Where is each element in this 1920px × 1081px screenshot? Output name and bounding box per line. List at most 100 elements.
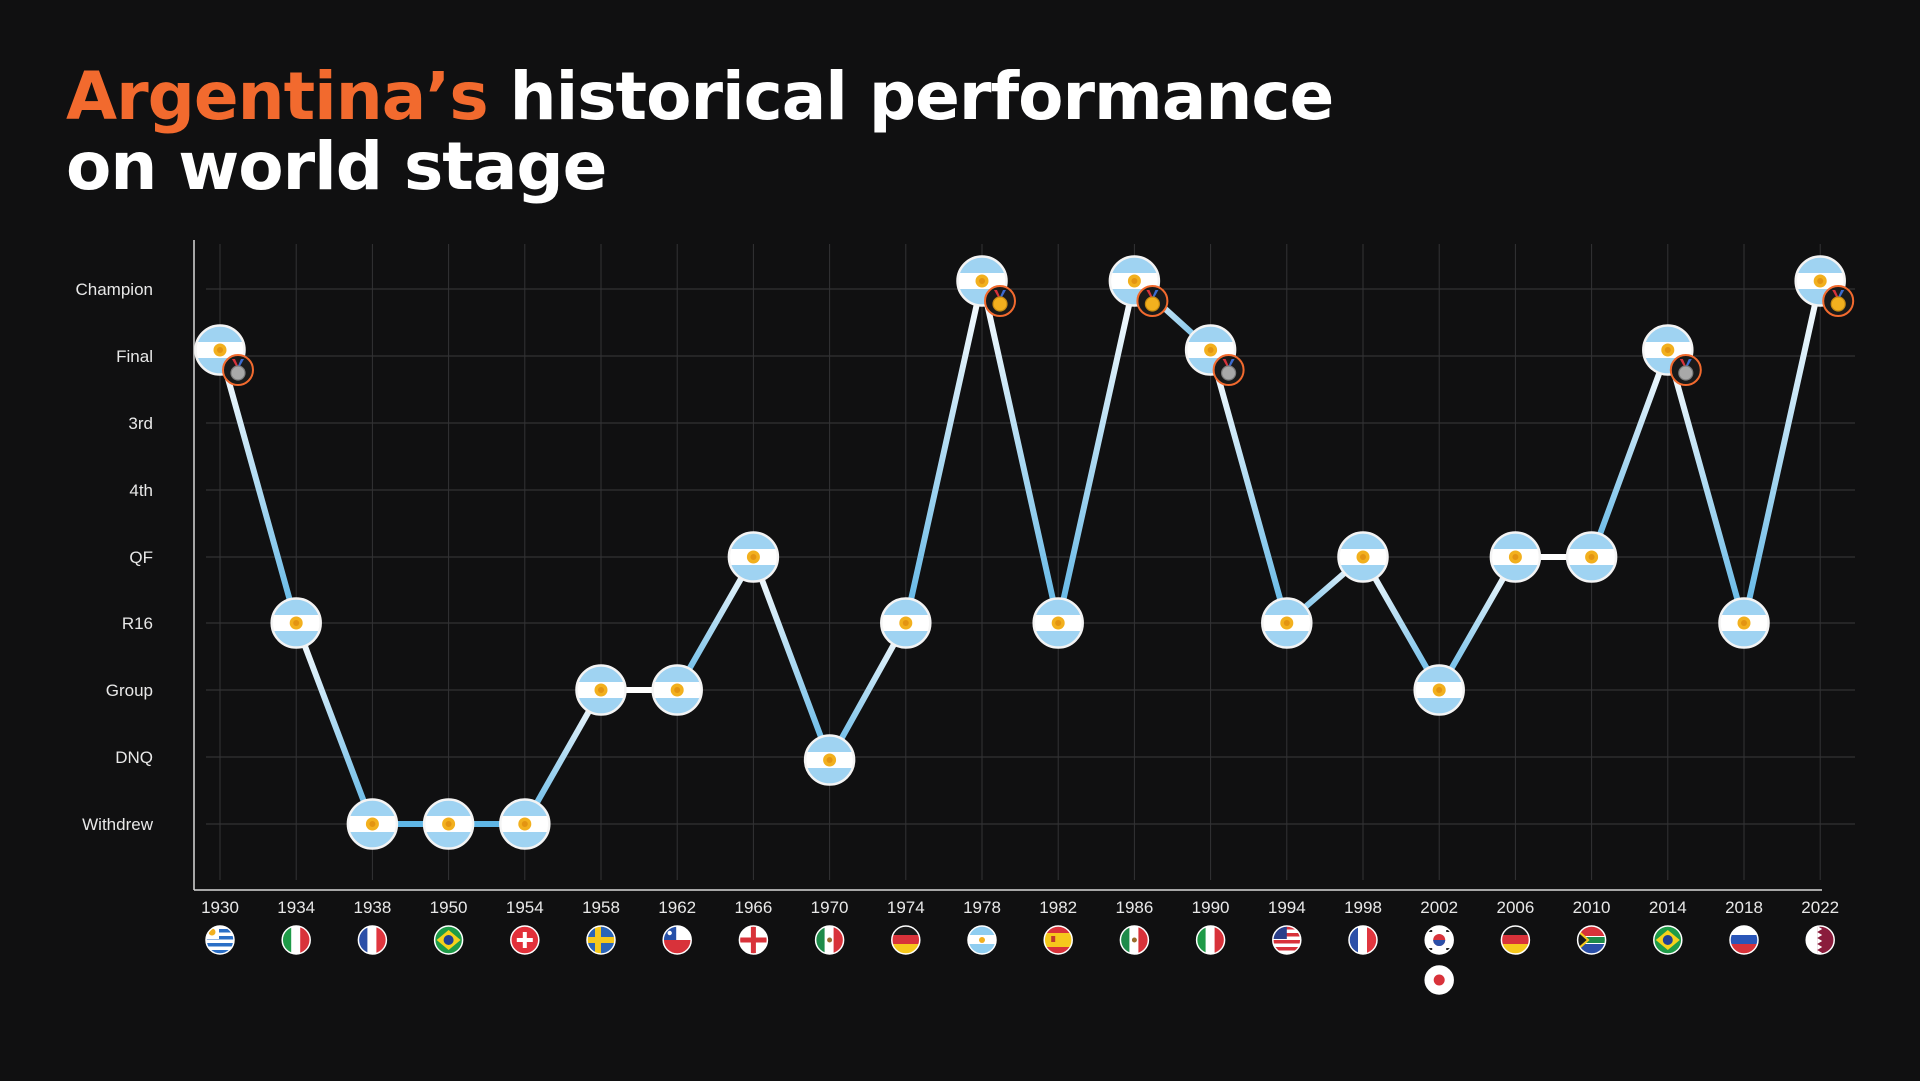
x-axis-label: 1982 xyxy=(1039,898,1077,917)
x-axis-label: 1934 xyxy=(277,898,315,917)
data-point xyxy=(575,664,627,716)
mexico-flag xyxy=(1119,925,1150,955)
qatar-flag xyxy=(1805,925,1835,955)
y-axis-label: 4th xyxy=(129,481,153,500)
x-axis-label: 1994 xyxy=(1268,898,1306,917)
france-flag xyxy=(1348,925,1378,955)
title-highlight: Argentina’s xyxy=(66,58,489,135)
chile-flag xyxy=(662,925,692,955)
x-axis-label: 1930 xyxy=(201,898,239,917)
x-axis-label: 2022 xyxy=(1801,898,1839,917)
data-point xyxy=(1184,324,1245,386)
japan-flag xyxy=(1424,965,1454,995)
spain-flag xyxy=(1043,925,1073,955)
x-axis-label: 1950 xyxy=(430,898,468,917)
data-point xyxy=(1413,664,1465,716)
line-segment xyxy=(1741,278,1824,626)
data-point xyxy=(651,664,703,716)
france-flag xyxy=(357,925,388,955)
y-axis-labels: Champion Final 3rd 4th QF R16 Group DNQ Withdrew xyxy=(76,280,154,834)
data-point xyxy=(1642,324,1702,386)
silver-medal-icon xyxy=(222,354,254,386)
line-segment xyxy=(979,278,1062,626)
y-axis-label: DNQ xyxy=(115,748,153,767)
line-segment xyxy=(1664,347,1747,626)
title-rest: historical performance xyxy=(487,58,1335,135)
brazil-flag xyxy=(1653,925,1683,955)
y-axis-label: Champion xyxy=(76,280,154,299)
x-axis-label: 2010 xyxy=(1573,898,1611,917)
usa-flag xyxy=(1272,925,1302,955)
data-point xyxy=(1337,531,1389,583)
data-point xyxy=(1565,531,1618,583)
data-point xyxy=(727,531,780,583)
x-axis-label: 2002 xyxy=(1420,898,1458,917)
data-point xyxy=(1261,597,1313,649)
germany-flag xyxy=(1500,925,1531,955)
data-point xyxy=(1489,531,1542,583)
y-axis-label: Final xyxy=(116,347,153,366)
south-korea-flag xyxy=(1424,925,1454,955)
switzerland-flag xyxy=(510,925,540,955)
x-axis-label: 1958 xyxy=(582,898,620,917)
mexico-flag xyxy=(814,925,845,955)
silver-medal-icon xyxy=(1669,354,1702,386)
silver-medal-icon xyxy=(1212,354,1245,386)
page-title: Argentina’s historical performance on wor… xyxy=(66,62,1334,205)
host-flags xyxy=(205,925,1835,995)
south-africa-flag xyxy=(1576,925,1607,955)
argentina-flag xyxy=(967,925,997,955)
line-segment xyxy=(826,620,909,763)
x-axis-label: 1938 xyxy=(353,898,391,917)
x-axis-label: 1986 xyxy=(1115,898,1153,917)
x-axis-label: 1962 xyxy=(658,898,696,917)
x-axis-labels: 1930 1934 1938 1950 1954 1958 1962 1966 1970 1974… xyxy=(201,898,1839,917)
data-point xyxy=(194,324,254,386)
y-axis-label: Group xyxy=(106,681,153,700)
germany-flag xyxy=(891,925,921,955)
y-axis-label: R16 xyxy=(122,614,153,633)
x-axis-label: 1990 xyxy=(1192,898,1230,917)
y-axis-label: Withdrew xyxy=(82,815,154,834)
data-point xyxy=(956,255,1016,317)
line-segment xyxy=(1207,347,1290,626)
data-point xyxy=(880,597,932,649)
line-segment xyxy=(217,347,300,626)
gold-medal-icon xyxy=(984,285,1016,317)
data-point xyxy=(499,798,551,850)
data-point xyxy=(270,597,322,649)
title-line2: on world stage xyxy=(66,128,607,205)
x-axis-label: 2014 xyxy=(1649,898,1687,917)
russia-flag xyxy=(1729,925,1759,955)
data-point xyxy=(346,798,399,850)
data-point xyxy=(803,734,856,786)
data-point xyxy=(422,798,475,850)
axes xyxy=(193,240,1822,891)
data-point xyxy=(1794,255,1855,317)
data-points xyxy=(194,255,1855,850)
brazil-flag xyxy=(433,925,464,955)
italy-flag xyxy=(281,925,311,955)
england-flag xyxy=(738,925,769,955)
x-axis-label: 2018 xyxy=(1725,898,1763,917)
italy-flag xyxy=(1195,925,1226,955)
x-axis-label: 1998 xyxy=(1344,898,1382,917)
uruguay-flag xyxy=(205,925,235,955)
gold-medal-icon xyxy=(1822,285,1855,317)
x-axis-label: 1970 xyxy=(811,898,849,917)
line-segment xyxy=(1055,278,1138,626)
y-axis-label: 3rd xyxy=(128,414,153,433)
y-axis-label: QF xyxy=(129,548,153,567)
line-segment xyxy=(1588,347,1671,560)
x-axis-label: 1978 xyxy=(963,898,1001,917)
gold-medal-icon xyxy=(1136,285,1169,317)
line-segment xyxy=(750,554,833,763)
x-axis-label: 1954 xyxy=(506,898,544,917)
data-point xyxy=(1108,255,1169,317)
x-axis-label: 1974 xyxy=(887,898,925,917)
sweden-flag xyxy=(586,925,616,955)
x-axis-label: 1966 xyxy=(734,898,772,917)
line-segment xyxy=(902,278,985,626)
line-segment xyxy=(293,620,376,827)
